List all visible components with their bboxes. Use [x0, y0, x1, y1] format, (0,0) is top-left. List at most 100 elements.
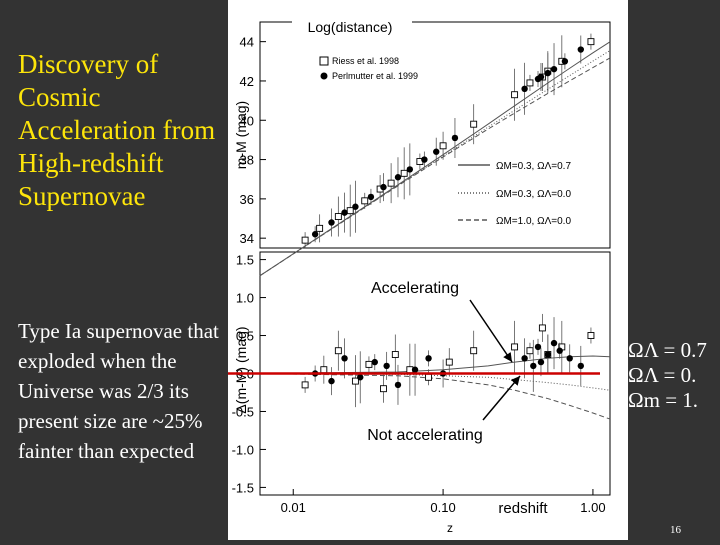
top-point-perlmutter	[544, 69, 552, 77]
bottom-point-riess	[365, 360, 373, 368]
top-point-riess	[587, 38, 595, 46]
top-point-riess	[316, 224, 324, 232]
bottom-point-riess	[538, 324, 546, 332]
slide-title: Discovery of Cosmic Acceleration from Hi…	[18, 49, 216, 211]
bottom-point-riess	[587, 332, 595, 339]
bottom-ytick-label: -0.5	[232, 404, 254, 419]
bottom-point-perlmutter	[530, 362, 537, 370]
top-point-perlmutter	[521, 85, 528, 93]
not-accelerating-label-bg	[350, 422, 500, 446]
bottom-point-riess	[470, 347, 478, 355]
bottom-point-perlmutter	[556, 347, 563, 354]
top-ylabel: m-M (mag)	[233, 101, 249, 169]
model-legend-label-1: ΩM=0.3, ΩΛ=0.7	[496, 161, 571, 172]
model-label-lambda-07: ΩΛ = 0.7	[628, 338, 707, 362]
bottom-point-perlmutter	[521, 355, 528, 362]
redshift-annotation: redshift	[498, 500, 548, 517]
legend-marker-filled-circle	[320, 72, 328, 80]
top-point-perlmutter	[561, 58, 569, 65]
top-point-perlmutter	[394, 174, 402, 181]
bottom-point-riess	[334, 347, 342, 355]
top-point-riess	[400, 169, 408, 177]
slide-number: 16	[670, 524, 681, 536]
top-panel-title: Log(distance)	[308, 19, 393, 35]
top-point-perlmutter	[341, 209, 348, 216]
bottom-point-riess	[380, 385, 387, 393]
bottom-xtick-label: 1.00	[580, 500, 605, 515]
bottom-xtick-label: 0.10	[430, 500, 455, 515]
legend-label-riess: Riess et al. 1998	[332, 56, 399, 66]
top-ytick-label: 42	[240, 74, 254, 89]
bottom-ytick-label: 1.0	[236, 291, 254, 306]
bottom-point-perlmutter	[371, 358, 378, 366]
bottom-point-perlmutter	[383, 362, 390, 370]
top-point-perlmutter	[328, 219, 335, 226]
top-point-riess	[526, 79, 534, 87]
top-point-riess	[334, 213, 342, 221]
top-point-perlmutter	[550, 65, 558, 73]
bottom-point-riess	[511, 343, 519, 351]
bottom-ytick-label: 0.5	[236, 329, 254, 344]
top-model-curve	[259, 41, 611, 277]
bottom-point-riess	[445, 358, 453, 366]
top-point-perlmutter	[380, 183, 387, 191]
top-point-riess	[511, 91, 519, 99]
bottom-point-perlmutter	[425, 355, 432, 362]
top-point-perlmutter	[352, 203, 359, 210]
bottom-xtick-label: 0.01	[281, 500, 306, 515]
top-ytick-label: 38	[240, 153, 254, 168]
top-title-background	[292, 16, 412, 36]
bottom-point-perlmutter	[357, 374, 364, 381]
top-legend: Riess et al. 1998 Perlmutter et al. 1999	[319, 56, 418, 81]
bottom-point-riess	[301, 381, 309, 389]
bottom-point-perlmutter	[566, 355, 573, 362]
not-accelerating-annotation: Not accelerating	[367, 427, 483, 444]
bottom-point-riess	[425, 373, 433, 381]
bottom-point-perlmutter	[411, 366, 419, 373]
accelerating-arrow	[469, 299, 513, 363]
bottom-point-perlmutter	[534, 343, 542, 351]
bottom-point-perlmutter	[394, 381, 402, 389]
bottom-model-curve	[259, 373, 611, 420]
top-point-perlmutter	[537, 73, 545, 81]
bottom-ytick-label: -1.5	[232, 480, 254, 495]
top-point-perlmutter	[577, 46, 585, 53]
accelerating-annotation: Accelerating	[371, 280, 459, 297]
model-legend-label-2: ΩM=0.3, ΩΛ=0.0	[496, 189, 571, 200]
top-point-perlmutter	[406, 166, 414, 173]
accelerating-label-bg	[358, 274, 472, 298]
top-panel-frame	[259, 21, 611, 249]
top-point-riess	[470, 120, 478, 128]
bottom-point-perlmutter	[550, 339, 558, 347]
bottom-point-riess	[391, 351, 399, 358]
top-point-riess	[346, 207, 354, 215]
model-legend: ΩM=0.3, ΩΛ=0.7 ΩM=0.3, ΩΛ=0.0 ΩM=1.0, ΩΛ…	[458, 161, 571, 227]
supernova-figure: Log(distance) m-M (mag) Δ(m-M) (mag) z R…	[93, 0, 628, 540]
top-ytick-label: 36	[240, 192, 254, 207]
bottom-ytick-label: 1.5	[236, 253, 254, 268]
bottom-model-curve	[259, 373, 611, 391]
bottom-point-riess	[351, 377, 359, 385]
top-point-riess	[439, 142, 447, 150]
bottom-model-curve	[259, 355, 611, 374]
top-point-perlmutter	[311, 231, 319, 238]
bottom-xlabel: z	[447, 521, 453, 535]
bottom-point-perlmutter	[341, 355, 348, 362]
model-legend-label-3: ΩM=1.0, ΩΛ=0.0	[496, 216, 571, 227]
not-accelerating-arrow	[482, 375, 521, 421]
bottom-point-perlmutter	[577, 362, 585, 370]
top-point-riess	[361, 197, 369, 205]
top-point-perlmutter	[451, 134, 459, 142]
hubble-diagram-svg: Log(distance) m-M (mag) Δ(m-M) (mag) z R…	[93, 16, 611, 535]
slide-body-text: Type Ia supernovae that exploded when th…	[18, 319, 219, 463]
bottom-point-riess	[526, 347, 534, 355]
bottom-point-perlmutter	[537, 358, 545, 366]
top-ytick-label: 34	[240, 231, 254, 246]
model-label-lambda-0: ΩΛ = 0.	[628, 363, 697, 387]
top-ytick-label: 44	[240, 35, 254, 50]
bottom-point-perlmutter	[544, 351, 552, 358]
bottom-ytick-label: -1.0	[232, 442, 254, 457]
model-labels: ΩΛ = 0.7 ΩΛ = 0. Ωm = 1.	[628, 338, 707, 413]
bottom-point-perlmutter	[328, 377, 335, 385]
top-point-riess	[301, 236, 309, 244]
